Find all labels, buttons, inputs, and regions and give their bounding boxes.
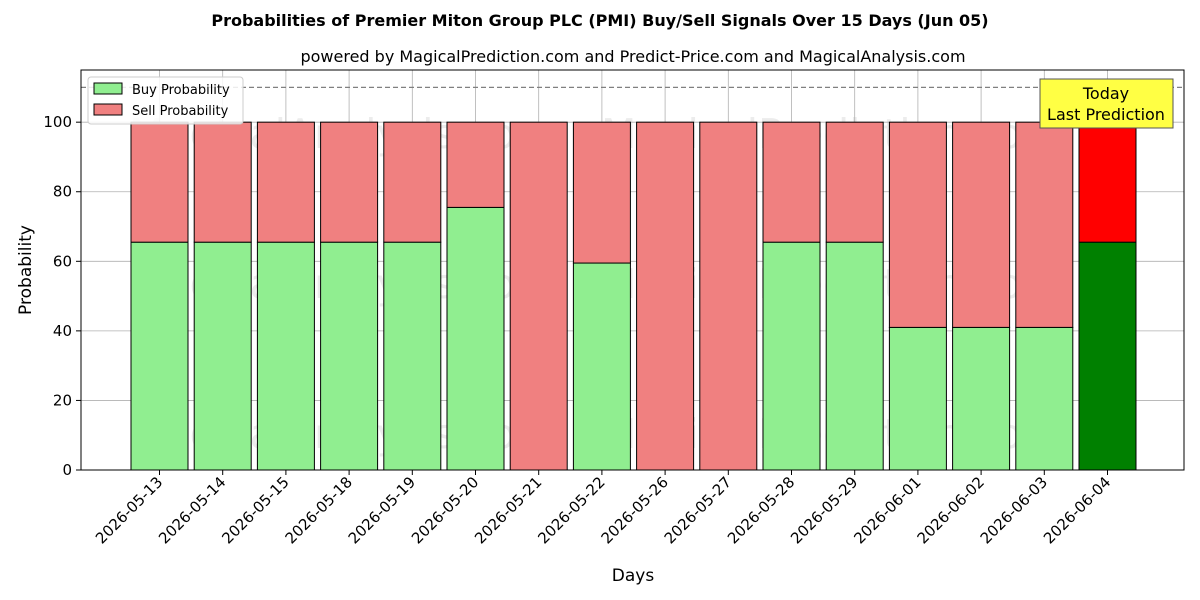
x-axis-label: Days (612, 566, 655, 586)
sell-bar (1078, 121, 1137, 243)
buy-bar (320, 241, 379, 471)
today-line-1: Today (1082, 84, 1129, 103)
bars (130, 121, 1137, 471)
buy-bar (888, 326, 947, 471)
y-tick-label: 20 (53, 391, 72, 409)
x-tick-label: 2026-05-29 (787, 473, 861, 547)
buy-bar (1015, 326, 1074, 471)
x-tick-label: 2026-05-28 (724, 473, 798, 547)
plot-frame (80, 69, 1185, 471)
sell-bar (509, 121, 568, 471)
legend-label-sell: Sell Probability (132, 104, 229, 119)
x-tick-label: 2026-05-26 (598, 473, 672, 547)
x-tick-label: 2026-05-21 (471, 473, 545, 547)
legend-swatch-sell (93, 103, 123, 116)
x-tick-label: 2026-06-03 (977, 473, 1051, 547)
sell-bar (446, 121, 505, 208)
chart-title: Probabilities of Premier Miton Group PLC… (211, 11, 988, 30)
buy-bar (825, 241, 884, 471)
today-line-2: Last Prediction (1047, 105, 1165, 124)
sell-bar (825, 121, 884, 243)
x-tick-label: 2026-05-27 (661, 473, 735, 547)
buy-bar (383, 241, 442, 471)
x-tick-label: 2026-05-13 (92, 473, 166, 547)
buy-bar (762, 241, 821, 471)
x-tick-label: 2026-06-02 (914, 473, 988, 547)
sell-bar (572, 121, 631, 264)
buy-bar (572, 262, 631, 471)
y-tick-label: 60 (53, 252, 72, 270)
sell-bar (193, 121, 252, 243)
y-tick-label: 0 (62, 461, 72, 479)
sell-bar (699, 121, 758, 471)
buy-bar (130, 241, 189, 471)
x-tick-label: 2026-06-01 (850, 473, 924, 547)
today-box (1039, 78, 1174, 129)
sell-bar (320, 121, 379, 243)
y-tick-label: 80 (53, 183, 72, 201)
legend: Buy Probability Sell Probability (87, 76, 244, 125)
today-annotation: Today Last Prediction (1039, 78, 1174, 129)
sell-bar (1015, 121, 1074, 328)
x-tick-label: 2026-05-14 (155, 473, 229, 547)
buy-bar (952, 326, 1011, 471)
legend-label-buy: Buy Probability (132, 83, 230, 98)
x-tick-label: 2026-05-18 (282, 473, 356, 547)
x-tick-label: 2026-05-22 (534, 473, 608, 547)
buy-bar (256, 241, 315, 471)
sell-bar (762, 121, 821, 243)
sell-bar (383, 121, 442, 243)
y-tick-label: 40 (53, 322, 72, 340)
sell-bar (952, 121, 1011, 328)
legend-box (87, 76, 244, 125)
y-axis-label: Probability (16, 225, 36, 315)
sell-bar (636, 121, 695, 471)
sell-bar (888, 121, 947, 328)
x-tick-label: 2026-06-04 (1040, 473, 1114, 547)
buy-bar (446, 206, 505, 471)
buy-bar (1078, 241, 1137, 471)
x-tick-label: 2026-05-19 (345, 473, 419, 547)
buy-bar (193, 241, 252, 471)
chart-subtitle: powered by MagicalPrediction.com and Pre… (300, 47, 965, 66)
y-tick-label: 100 (43, 113, 72, 131)
x-tick-label: 2026-05-15 (218, 473, 292, 547)
sell-bar (256, 121, 315, 243)
legend-swatch-buy (93, 82, 123, 95)
sell-bar (130, 121, 189, 243)
x-tick-label: 2026-05-20 (408, 473, 482, 547)
